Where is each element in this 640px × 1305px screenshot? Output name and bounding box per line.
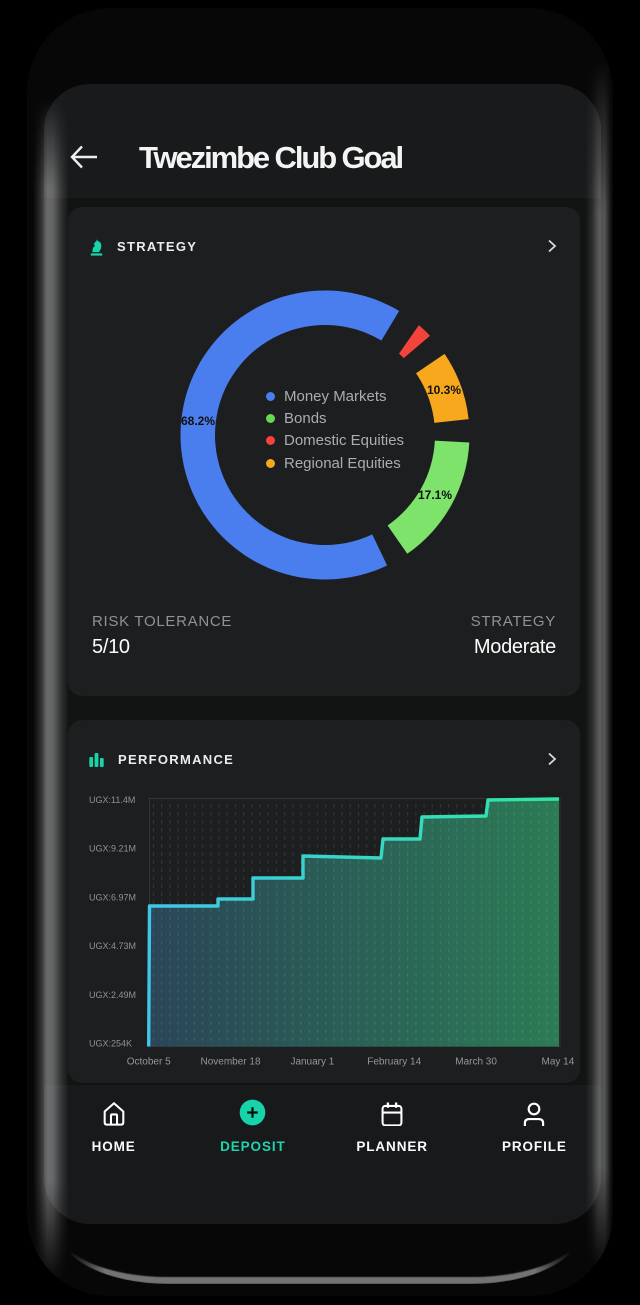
svg-text:March 30: March 30: [455, 1057, 497, 1068]
svg-text:November 18: November 18: [200, 1057, 260, 1068]
svg-text:January 1: January 1: [290, 1057, 334, 1068]
svg-text:UGX:4.73M: UGX:4.73M: [89, 941, 136, 951]
svg-text:May 14: May 14: [542, 1057, 575, 1068]
svg-text:February 14: February 14: [367, 1057, 421, 1068]
svg-text:UGX:6.97M: UGX:6.97M: [89, 892, 136, 902]
svg-text:UGX:11.4M: UGX:11.4M: [89, 795, 135, 805]
svg-text:UGX:9.21M: UGX:9.21M: [89, 844, 136, 854]
svg-text:October 5: October 5: [127, 1057, 171, 1068]
svg-text:UGX:254K: UGX:254K: [89, 1039, 132, 1049]
svg-text:UGX:2.49M: UGX:2.49M: [89, 990, 136, 1000]
